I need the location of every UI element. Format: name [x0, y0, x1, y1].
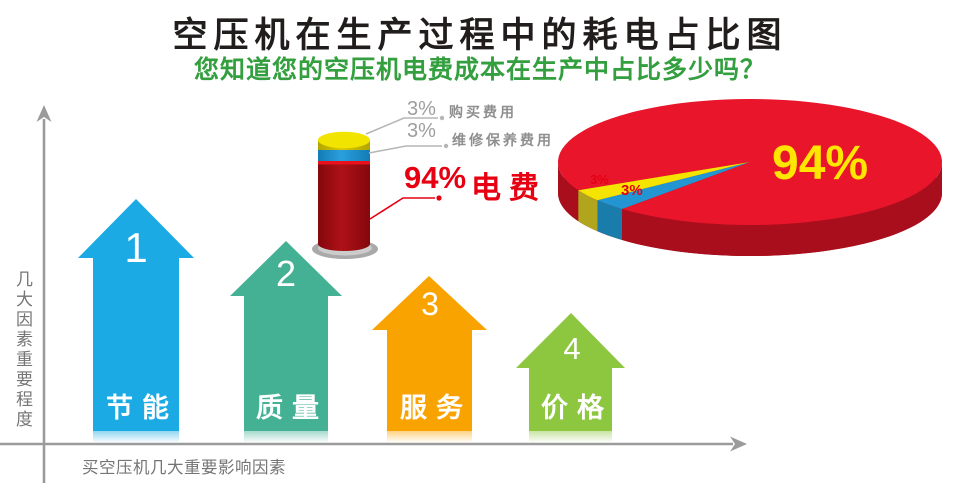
leader-lines: [365, 117, 442, 154]
arrow-bar-price: [516, 313, 625, 431]
arrow-bar-chart: [78, 199, 625, 431]
pie-label-electricity: 94%: [772, 137, 869, 190]
arrow-rank-1: 1: [124, 224, 148, 271]
reflection-service: [387, 431, 472, 442]
pie-segment: [597, 162, 750, 209]
pie-segment: [578, 190, 598, 232]
pie-segment: [558, 162, 579, 222]
arrow-bar-service: [372, 276, 487, 431]
pie-segment: [597, 200, 623, 240]
cylinder-chart: [312, 131, 378, 259]
arrow-reflections: [93, 431, 612, 442]
leader-maintenance: [368, 145, 442, 154]
callout-maintenance-pct: 3%: [407, 120, 436, 142]
reflection-price: [529, 431, 612, 442]
pie-segment: [578, 162, 750, 201]
reflection-energy: [93, 431, 179, 442]
arrow-label-quality: 质量: [256, 393, 328, 423]
arrow-label-energy: 节能: [106, 393, 178, 423]
arrow-rank-3: 3: [421, 286, 439, 322]
leader-electricity: [369, 197, 435, 220]
page-subtitle: 您知道您的空压机电费成本在生产中占比多少吗？: [193, 56, 766, 84]
arrow-bar-quality: [230, 241, 342, 431]
callout-maintenance-label: 维修保养费用: [452, 132, 554, 148]
callout-purchase-pct: 3%: [407, 98, 436, 120]
page-title: 空压机在生产过程中的耗电占比图: [172, 16, 788, 55]
x-axis-arrowhead-icon: [730, 436, 747, 452]
cylinder-electricity-top-edge: [318, 160, 370, 165]
cylinder-electricity-segment: [318, 161, 370, 244]
arrow-rank-4: 4: [563, 331, 581, 366]
arrow-label-service: 服务: [400, 393, 472, 423]
pie-label-maintenance: 3%: [621, 182, 643, 199]
arrow-rank-2: 2: [275, 253, 297, 294]
cylinder-top: [318, 131, 370, 149]
callout-electricity-label: 电费: [471, 172, 547, 205]
leader-dot-purchase: [439, 115, 445, 121]
y-axis-arrowhead-icon: [36, 105, 52, 122]
pie-chart-3d: [558, 99, 942, 256]
reflection-quality: [244, 431, 328, 442]
callout-electricity-pct: 94%: [404, 160, 467, 195]
leader-dot-electricity: [436, 195, 442, 201]
arrow-label-price: 价格: [541, 393, 613, 423]
callout-purchase-label: 购买费用: [449, 104, 517, 120]
arrow-bar-energy: [78, 199, 194, 431]
y-axis-label: 几大因素重要程度: [13, 270, 32, 430]
leader-dot-maintenance: [443, 143, 449, 149]
x-axis-label: 买空压机几大重要影响因素: [82, 459, 286, 477]
cylinder-maintenance-segment: [318, 149, 370, 161]
leader-purchase: [365, 117, 438, 135]
axes: [0, 119, 733, 483]
pie-segment: [622, 162, 942, 256]
pie-label-purchase: 3%: [590, 172, 609, 187]
